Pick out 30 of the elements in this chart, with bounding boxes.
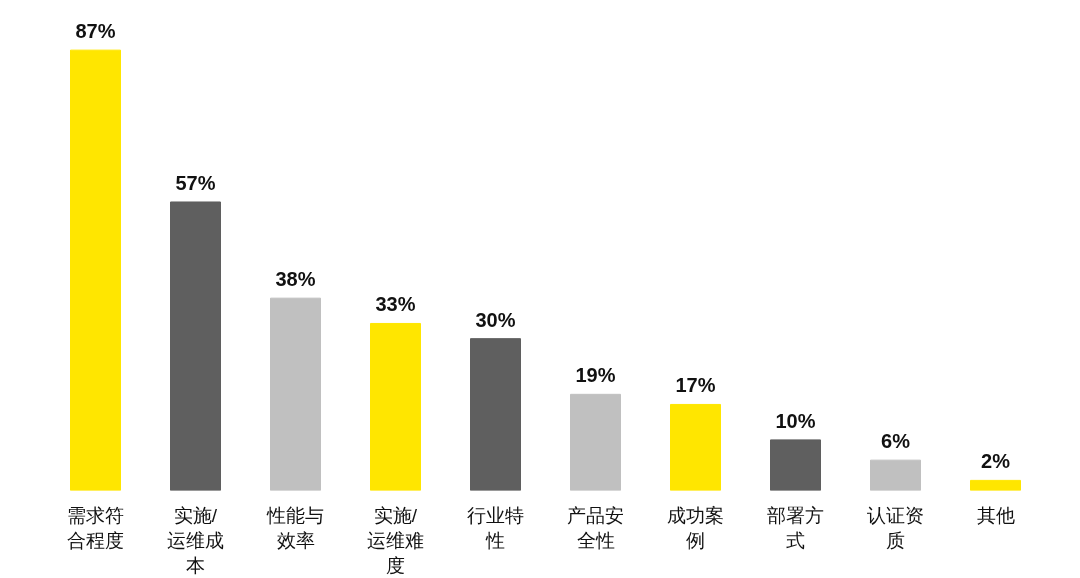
bar xyxy=(170,201,221,491)
data-label: 33% xyxy=(375,293,416,316)
x-tick-label: 产品安全性 xyxy=(567,504,624,551)
bar xyxy=(670,403,721,491)
x-tick-label: 实施/运维难度 xyxy=(367,504,424,576)
bar xyxy=(270,297,321,491)
x-tick-label: 需求符合程度 xyxy=(67,504,124,551)
x-tick-label: 成功案例 xyxy=(667,504,724,551)
data-label: 38% xyxy=(275,268,316,291)
bar xyxy=(370,322,421,491)
data-label: 87% xyxy=(75,20,116,43)
x-tick-label: 行业特性 xyxy=(467,504,524,551)
x-tick-label: 其他 xyxy=(976,504,1015,526)
x-tick-label: 性能与效率 xyxy=(266,504,324,551)
data-label: 30% xyxy=(475,308,516,331)
bar xyxy=(470,338,521,491)
data-label: 2% xyxy=(981,450,1011,473)
data-label: 19% xyxy=(575,364,616,387)
x-tick-label: 部署方式 xyxy=(767,504,824,551)
data-label: 57% xyxy=(175,171,216,194)
data-label: 6% xyxy=(881,430,911,453)
bar xyxy=(570,393,621,491)
x-tick-label: 认证资质 xyxy=(867,504,924,551)
bar xyxy=(70,49,121,491)
bar xyxy=(870,459,921,491)
bar xyxy=(770,439,821,491)
data-label: 10% xyxy=(775,409,816,432)
bar xyxy=(970,479,1021,491)
data-label: 17% xyxy=(675,374,716,397)
x-tick-label: 实施/运维成本 xyxy=(167,504,224,576)
